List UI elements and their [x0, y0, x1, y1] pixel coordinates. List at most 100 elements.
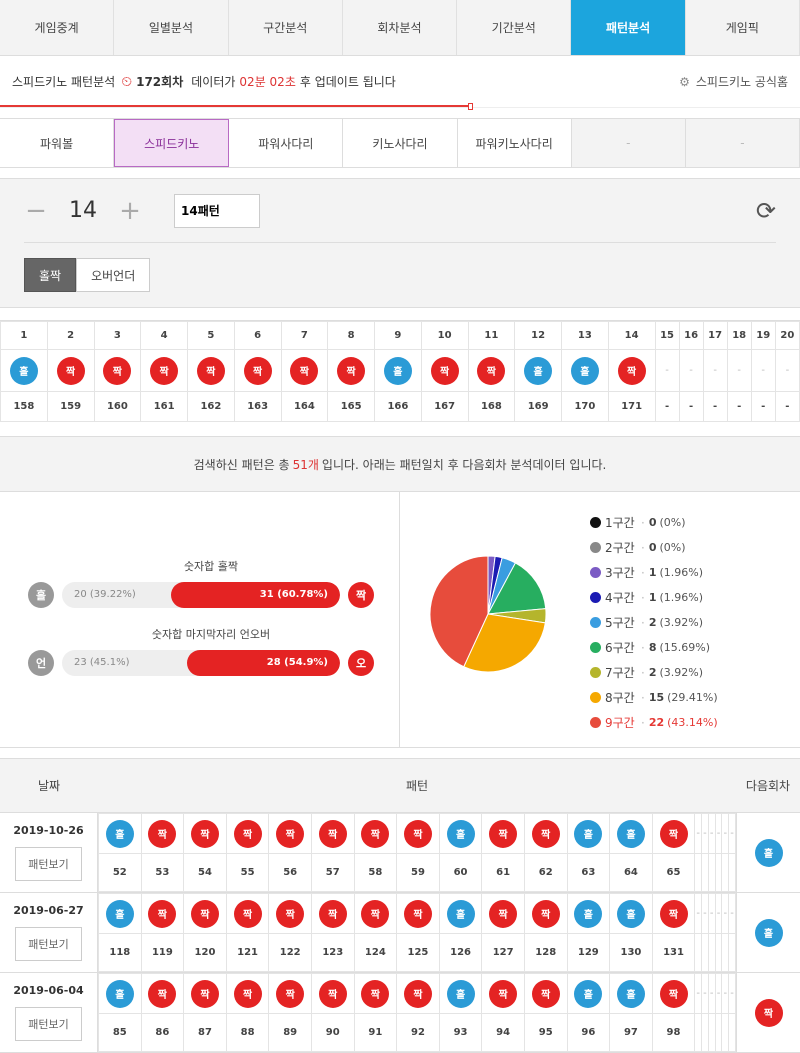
game-tab-1[interactable]: 파워볼 — [0, 119, 115, 167]
type-button-odd-even[interactable]: 홀짝 — [24, 258, 77, 292]
history-ball-cell: - — [701, 813, 709, 854]
history-round — [721, 933, 730, 972]
view-pattern-button[interactable]: 패턴보기 — [15, 847, 82, 881]
pattern-ball-cell: 홀 — [374, 349, 422, 392]
history-round: 126 — [438, 933, 483, 972]
nav-tab-7[interactable]: 게임픽 — [686, 0, 800, 55]
pie-slice-9 — [429, 555, 489, 668]
history-ball-empty: - — [730, 908, 734, 919]
game-tab-4[interactable]: 키노사다리 — [343, 119, 458, 167]
history-round: 58 — [353, 853, 398, 892]
update-progress-bar — [0, 105, 472, 107]
legend-value: 8 — [648, 641, 657, 654]
history-ball-cell: 짝 — [523, 893, 568, 934]
pattern-ball-cell: - — [750, 349, 776, 392]
legend-percent: (3.92%) — [659, 666, 704, 679]
countdown-time: 02분 02초 — [239, 75, 296, 89]
pattern-ball: 짝 — [196, 356, 225, 385]
history-round: 98 — [651, 1013, 696, 1052]
pattern-ball-cell: 홀 — [0, 349, 48, 392]
legend-percent: (0%) — [659, 516, 686, 529]
history-round — [714, 1013, 723, 1052]
history-date: 2019-06-04 — [13, 984, 84, 997]
top-nav: 게임중계 일별분석 구간분석 회차분석 기간분석 패턴분석 게임픽 — [0, 0, 800, 56]
legend-item: 2구간 · 0 (0%) — [590, 535, 718, 560]
pattern-ball-cell: 짝 — [140, 349, 188, 392]
pattern-ball-cell: - — [774, 349, 800, 392]
nav-tab-6[interactable]: 패턴분석 — [571, 0, 686, 55]
history-ball-cell: - — [728, 973, 736, 1014]
history-ball: 짝 — [276, 979, 305, 1008]
view-pattern-button[interactable]: 패턴보기 — [15, 1007, 82, 1041]
history-ball-cell: 짝 — [651, 893, 696, 934]
pattern-round: - — [726, 391, 752, 422]
pattern-ball-empty: - — [737, 365, 741, 376]
history-round — [707, 853, 716, 892]
nav-tab-1[interactable]: 게임중계 — [0, 0, 115, 55]
history-ball: 짝 — [233, 979, 262, 1008]
game-tab-3[interactable]: 파워사다리 — [229, 119, 344, 167]
history-ball-empty: - — [716, 988, 721, 999]
game-tab-5[interactable]: 파워키노사다리 — [458, 119, 572, 167]
pattern-ball-cell: - — [702, 349, 728, 392]
pattern-ball: 짝 — [477, 356, 506, 385]
history-ball: 짝 — [190, 979, 219, 1008]
history-pattern-grid: 홀 짝 짝 짝 짝 짝 짝 짝 홀 짝 짝 홀 홀 짝 - - - - - -52 53 54 55 56 57 58 59 60 61… — [98, 813, 736, 892]
view-pattern-button[interactable]: 패턴보기 — [15, 927, 82, 961]
legend-item: 7구간 · 2 (3.92%) — [590, 660, 718, 685]
history-ball-cell: - — [701, 893, 709, 934]
history-round: 86 — [140, 1013, 185, 1052]
legend-item: 9구간 · 22 (43.14%) — [590, 710, 718, 735]
history-round — [721, 853, 730, 892]
nav-tab-4[interactable]: 회차분석 — [343, 0, 458, 55]
pattern-ball: 홀 — [9, 356, 38, 385]
ratio-right-icon: 짝 — [348, 582, 374, 608]
history-ball: 짝 — [190, 819, 219, 848]
history-ball-empty: - — [696, 828, 700, 839]
pattern-ball: 짝 — [337, 356, 366, 385]
game-tab-2[interactable]: 스피드키노 — [114, 119, 230, 167]
pattern-index: 10 — [420, 321, 469, 350]
history-ball-cell: - — [707, 813, 716, 854]
history-round: 62 — [523, 853, 568, 892]
pattern-round: 171 — [607, 391, 656, 422]
refresh-icon[interactable]: ⟳ — [755, 196, 776, 225]
pattern-ball-cell: 홀 — [561, 349, 609, 392]
history-ball: 짝 — [531, 819, 560, 848]
history-round: 93 — [438, 1013, 483, 1052]
legend-separator: · — [641, 540, 645, 555]
history-header-pattern: 패턴 — [405, 779, 429, 793]
nav-tab-3[interactable]: 구간분석 — [229, 0, 343, 55]
ratio-bar-title: 숫자합 마지막자리 언오버 — [151, 628, 271, 641]
pattern-count-input[interactable] — [174, 193, 260, 228]
pie-slice-6 — [487, 562, 547, 615]
nav-tab-2[interactable]: 일별분석 — [114, 0, 229, 55]
ratio-left-icon: 홀 — [28, 582, 54, 608]
legend-value: 2 — [648, 616, 657, 629]
history-round: 61 — [481, 853, 525, 892]
plus-icon[interactable]: + — [119, 195, 141, 226]
history-ball-cell: 짝 — [225, 973, 270, 1014]
minus-icon[interactable]: − — [25, 195, 47, 226]
ratio-track: 23 (45.1%) 28 (54.9%) — [62, 650, 340, 676]
history-round: 63 — [566, 853, 611, 892]
history-round: 131 — [651, 933, 696, 972]
search-summary: 검색하신 패턴은 총 51개 입니다. 아래는 패턴일치 후 다음회차 분석데이… — [0, 436, 800, 492]
history-header-next: 다음회차 — [745, 779, 791, 793]
round-number: 172회차 — [136, 75, 184, 89]
pattern-round: - — [654, 391, 680, 422]
legend-dot — [590, 542, 601, 553]
pattern-ball-cell: 짝 — [467, 349, 516, 392]
official-site-link[interactable]: ⚙ 스피드키노 공식홈 — [679, 73, 788, 90]
history-ball: 홀 — [446, 979, 475, 1008]
nav-tab-5[interactable]: 기간분석 — [457, 0, 572, 55]
pattern-index: 12 — [514, 321, 562, 350]
pattern-ball-cell: - — [726, 349, 752, 392]
type-button-over-under[interactable]: 오버언더 — [76, 258, 151, 292]
history-round — [714, 933, 723, 972]
history-round: 122 — [268, 933, 312, 972]
legend-dot — [590, 642, 601, 653]
history-round — [728, 853, 736, 892]
pattern-ball-empty: - — [665, 365, 669, 376]
history-next-ball: 짝 — [754, 998, 783, 1027]
